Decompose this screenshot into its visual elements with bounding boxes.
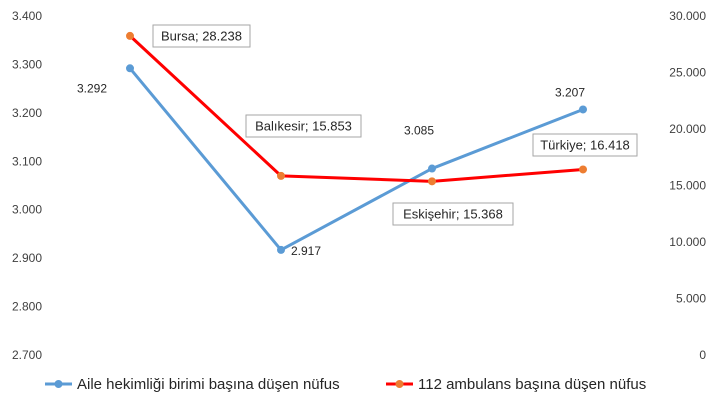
legend-label-aile-hekimligi: Aile hekimliği birimi başına düşen nüfus xyxy=(77,376,340,393)
left-tick-label: 3.400 xyxy=(12,9,42,23)
left-axis: 3.400 3.300 3.200 3.100 3.000 2.900 2.800 2.700 xyxy=(12,9,42,362)
data-label-aile-hekimligi: 3.292 xyxy=(77,81,107,95)
left-tick-label: 3.200 xyxy=(12,106,42,120)
legend: Aile hekimliği birimi başına düşen nüfus… xyxy=(45,376,646,393)
right-tick-label: 5.000 xyxy=(676,292,706,306)
callout-box-112-ambulans xyxy=(245,114,362,138)
marker-112-ambulans xyxy=(579,165,587,174)
marker-aile-hekimligi xyxy=(126,64,134,73)
data-label-112-ambulans: Türkiye; 16.418 xyxy=(540,138,630,153)
right-tick-label: 20.000 xyxy=(669,122,706,136)
legend-marker-aile-hekimligi xyxy=(54,380,63,388)
marker-112-ambulans xyxy=(428,177,436,186)
legend-label-112-ambulans: 112 ambulans başına düşen nüfus xyxy=(418,376,646,393)
left-tick-label: 3.100 xyxy=(12,154,42,168)
legend-marker-112-ambulans xyxy=(395,380,404,388)
data-labels: 3.292 2.917 3.085 3.207 Bursa; 28.238 Balıkes… xyxy=(77,24,638,258)
callout-box-112-ambulans xyxy=(392,202,514,226)
series-lines xyxy=(128,34,584,252)
marker-112-ambulans xyxy=(126,31,134,40)
marker-112-ambulans xyxy=(277,171,285,180)
right-tick-label: 25.000 xyxy=(669,66,706,80)
marker-aile-hekimligi xyxy=(428,164,436,173)
left-tick-label: 2.800 xyxy=(12,300,42,314)
series-markers xyxy=(126,31,587,254)
left-tick-label: 2.900 xyxy=(12,251,42,265)
callout-box-112-ambulans xyxy=(532,133,638,157)
left-tick-label: 3.000 xyxy=(12,203,42,217)
data-label-aile-hekimligi: 2.917 xyxy=(291,244,321,258)
marker-aile-hekimligi xyxy=(579,105,587,114)
marker-aile-hekimligi xyxy=(277,245,285,254)
right-tick-label: 30.000 xyxy=(669,9,706,23)
series-line-112-ambulans xyxy=(128,34,584,183)
data-label-112-ambulans: Eskişehir; 15.368 xyxy=(403,207,503,222)
left-tick-label: 2.700 xyxy=(12,348,42,362)
left-tick-label: 3.300 xyxy=(12,57,42,71)
right-tick-label: 15.000 xyxy=(669,179,706,193)
data-label-aile-hekimligi: 3.085 xyxy=(404,124,434,138)
data-label-112-ambulans: Balıkesir; 15.853 xyxy=(255,119,352,134)
right-tick-label: 10.000 xyxy=(669,235,706,249)
data-label-aile-hekimligi: 3.207 xyxy=(555,85,585,99)
data-label-112-ambulans: Bursa; 28.238 xyxy=(161,29,242,44)
right-tick-label: 0 xyxy=(699,348,706,362)
series-line-aile-hekimligi xyxy=(128,67,584,252)
right-axis: 30.000 25.000 20.000 15.000 10.000 5.000 0 xyxy=(669,9,706,362)
callout-box-112-ambulans xyxy=(152,24,251,48)
